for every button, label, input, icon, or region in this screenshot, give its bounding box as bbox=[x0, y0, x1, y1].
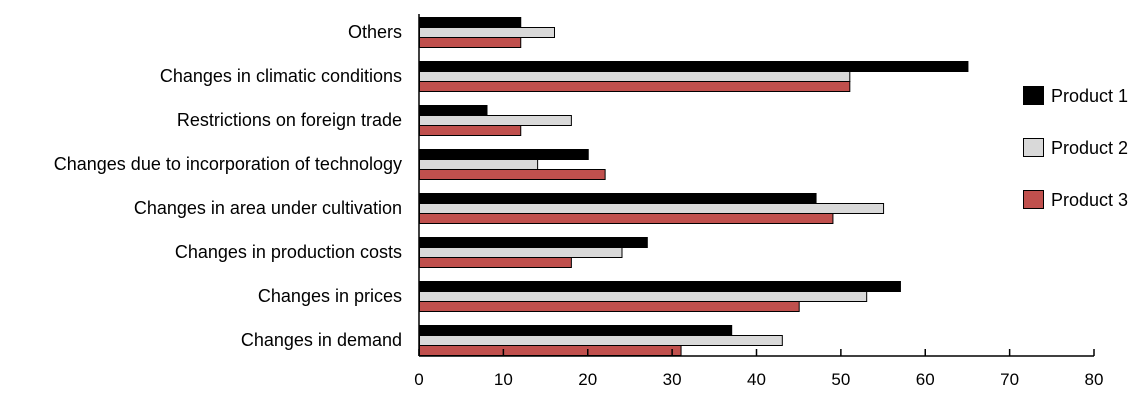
x-tick-label: 50 bbox=[831, 370, 850, 389]
bar-product-3-changes-in-prices bbox=[419, 301, 800, 312]
bar-product-2-changes-in-demand bbox=[419, 335, 783, 346]
bar-product-1-changes-in-climatic-conditions bbox=[419, 61, 969, 72]
bar-product-1-restrictions-on-foreign-trade bbox=[419, 105, 488, 116]
legend-swatch-product-2 bbox=[1023, 138, 1044, 157]
legend-swatch-product-3 bbox=[1023, 190, 1044, 209]
bar-product-2-changes-in-prices bbox=[419, 291, 868, 302]
legend-label-product-1: Product 1 bbox=[1051, 86, 1128, 106]
labels-layer: Others Changes in climatic conditions Rest… bbox=[54, 22, 1104, 389]
bar-product-2-others bbox=[419, 27, 555, 38]
x-tick-label: 30 bbox=[663, 370, 682, 389]
bar-product-3-others bbox=[419, 37, 522, 48]
bar-product-3-changes-due-to-incorporation-of-technology bbox=[419, 169, 606, 180]
bar-product-2-restrictions-on-foreign-trade bbox=[419, 115, 572, 126]
bar-product-2-changes-in-production-costs bbox=[419, 247, 623, 258]
legend: Product 1 Product 2 Product 3 bbox=[1023, 86, 1128, 210]
legend-swatch-product-1 bbox=[1023, 86, 1044, 105]
x-tick-label: 80 bbox=[1085, 370, 1104, 389]
bar-product-2-changes-due-to-incorporation-of-technology bbox=[419, 159, 539, 170]
category-label: Others bbox=[348, 22, 402, 42]
x-tick-label: 40 bbox=[747, 370, 766, 389]
x-tick-label: 0 bbox=[414, 370, 423, 389]
category-label: Restrictions on foreign trade bbox=[177, 110, 402, 130]
bar-product-3-changes-in-area-under-cultivation bbox=[419, 213, 834, 224]
bar-product-3-restrictions-on-foreign-trade bbox=[419, 125, 522, 136]
bar-product-1-changes-due-to-incorporation-of-technology bbox=[419, 149, 589, 160]
bar-product-3-changes-in-production-costs bbox=[419, 257, 572, 268]
bar-product-2-changes-in-area-under-cultivation bbox=[419, 203, 885, 214]
category-label: Changes in prices bbox=[258, 286, 402, 306]
bar-product-1-others bbox=[419, 17, 522, 28]
x-tick-label: 60 bbox=[916, 370, 935, 389]
category-label: Changes in demand bbox=[241, 330, 402, 350]
bar-product-1-changes-in-prices bbox=[419, 281, 901, 292]
bar-product-3-changes-in-climatic-conditions bbox=[419, 81, 851, 92]
bar-product-1-changes-in-production-costs bbox=[419, 237, 648, 248]
legend-label-product-3: Product 3 bbox=[1051, 190, 1128, 210]
bar-product-2-changes-in-climatic-conditions bbox=[419, 71, 851, 82]
x-tick-label: 10 bbox=[494, 370, 513, 389]
legend-label-product-2: Product 2 bbox=[1051, 138, 1128, 158]
category-label: Changes in area under cultivation bbox=[134, 198, 402, 218]
category-label: Changes due to incorporation of technolo… bbox=[54, 154, 402, 174]
category-label: Changes in climatic conditions bbox=[160, 66, 402, 86]
x-tick-label: 70 bbox=[1000, 370, 1019, 389]
bar-product-1-changes-in-demand bbox=[419, 325, 733, 336]
bars-layer bbox=[419, 17, 969, 356]
bar-product-1-changes-in-area-under-cultivation bbox=[419, 193, 817, 204]
bar-product-3-changes-in-demand bbox=[419, 345, 682, 356]
category-label: Changes in production costs bbox=[175, 242, 402, 262]
axes-layer bbox=[418, 14, 1095, 357]
x-tick-label: 20 bbox=[578, 370, 597, 389]
